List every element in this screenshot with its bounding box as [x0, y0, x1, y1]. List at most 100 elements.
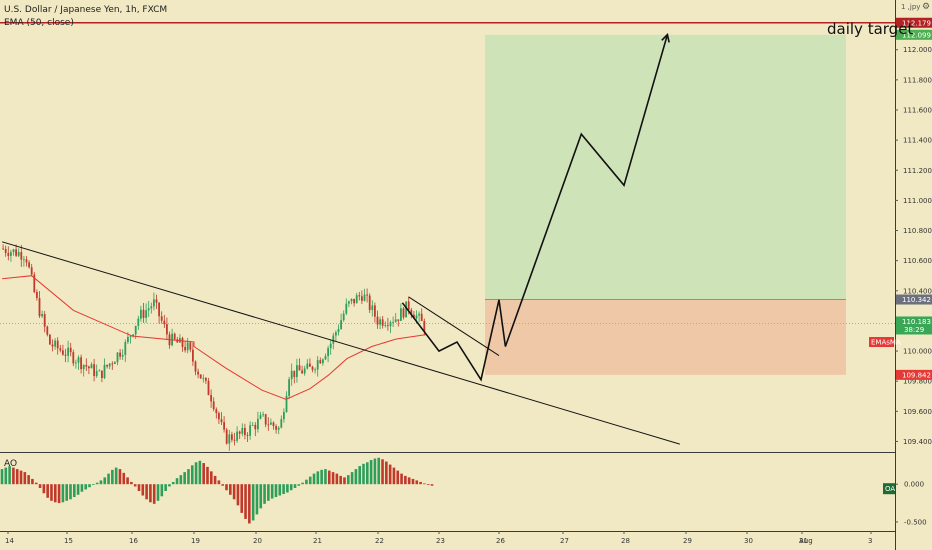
candle-body — [259, 415, 262, 419]
ao-bar — [160, 484, 164, 497]
last-price-badge — [896, 316, 932, 335]
candle-body — [176, 339, 179, 343]
candle-body — [205, 377, 207, 381]
ao-bar — [377, 457, 381, 485]
candle-body — [184, 346, 186, 351]
ao-bar — [423, 483, 426, 485]
y-tick-label: 109.600 — [903, 408, 932, 416]
candle-body — [413, 314, 415, 319]
candle-body — [7, 252, 10, 256]
ao-bar — [69, 484, 72, 500]
candle-body — [324, 356, 327, 360]
candle-body — [371, 305, 374, 311]
x-tick-label: 26 — [496, 537, 505, 545]
candle-body — [405, 301, 407, 318]
ao-bar — [286, 484, 289, 493]
candle-body — [4, 248, 7, 253]
ao-bar — [415, 480, 419, 485]
candle-body — [186, 342, 189, 351]
ao-bar — [42, 484, 46, 494]
candle-body — [111, 363, 114, 365]
settings-icon[interactable]: ⚙ — [922, 2, 931, 12]
candle-body — [218, 413, 220, 420]
ao-bar — [255, 484, 259, 515]
daily-target-label: 112.179 — [902, 19, 931, 27]
ao-bar — [103, 477, 107, 485]
candle-body — [173, 333, 176, 340]
candle-body — [142, 309, 145, 318]
candle-body — [329, 343, 332, 349]
ao-bar — [369, 460, 373, 485]
candle-body — [202, 377, 205, 379]
candle-body — [392, 321, 394, 323]
candle-body — [2, 248, 4, 250]
candle-body — [228, 434, 231, 444]
x-tick-label: 31 — [799, 537, 808, 545]
candle-body — [114, 362, 116, 364]
ao-bar — [53, 484, 57, 503]
ao-bar — [111, 469, 114, 485]
downtrend-line — [1, 241, 680, 445]
x-tick-label: 15 — [64, 537, 73, 545]
ao-bar — [381, 459, 384, 485]
daily-target-badge — [896, 17, 932, 28]
candle-body — [350, 298, 353, 302]
candle-body — [348, 301, 350, 304]
candle-body — [147, 308, 150, 311]
ao-bar — [168, 484, 171, 487]
candle-body — [420, 313, 423, 321]
candle-body — [319, 360, 322, 364]
ao-bar — [419, 481, 422, 485]
ao-bar — [88, 484, 91, 488]
candle-body — [296, 365, 298, 378]
ao-bar — [73, 484, 76, 498]
ao-bar — [217, 480, 221, 485]
projection-arrowhead — [661, 33, 670, 43]
candle-body — [358, 295, 361, 297]
candle-body — [80, 357, 82, 370]
candle-body — [36, 292, 38, 299]
ao-bar — [274, 484, 278, 498]
candle-body — [207, 380, 210, 396]
ao-bar — [297, 484, 301, 486]
ao-bar — [107, 473, 110, 485]
candle-body — [23, 259, 25, 261]
candle-body — [316, 360, 319, 370]
candle-body — [231, 434, 233, 440]
ao-bar — [301, 482, 304, 485]
ao-bar — [305, 479, 308, 485]
candle-body — [215, 409, 218, 414]
y-tick-label: 110.800 — [903, 227, 932, 235]
ao-bar — [350, 472, 354, 485]
candle-body — [314, 369, 316, 371]
candle-body — [374, 305, 376, 317]
candle-body — [376, 316, 379, 325]
candle-body — [283, 412, 285, 420]
candle-body — [41, 314, 43, 317]
candle-body — [410, 309, 413, 315]
candle-body — [220, 419, 223, 423]
x-tick-label: 20 — [253, 537, 262, 545]
ao-bar — [358, 466, 361, 485]
profit-zone — [485, 34, 846, 300]
candle-body — [51, 344, 54, 347]
y-tick-label: 111.600 — [903, 106, 932, 114]
ao-bar — [145, 484, 148, 500]
ao-bar — [164, 484, 167, 491]
ao-bar — [388, 464, 392, 485]
candle-body — [12, 249, 15, 253]
y-tick-label: 109.400 — [903, 438, 932, 446]
ao-bar — [50, 484, 53, 501]
ema-tag-label: EMAsMA — [871, 339, 901, 347]
candle-body — [10, 252, 12, 256]
projection-path — [401, 34, 669, 382]
candle-body — [355, 295, 358, 304]
candle-body — [166, 324, 168, 335]
ao-pane: 0.000 -0.500 OA — [0, 457, 927, 526]
candle-body — [272, 422, 275, 427]
ao-bar — [289, 484, 293, 491]
ao-bar — [411, 478, 415, 485]
candle-body — [327, 348, 329, 357]
candle-body — [88, 366, 90, 369]
